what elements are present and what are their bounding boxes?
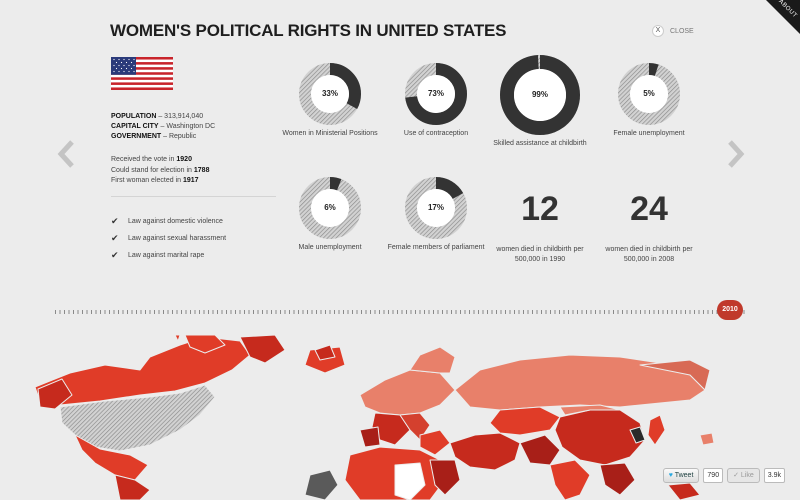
ring-center [630,75,668,113]
vote-text: Received the vote in [111,156,175,163]
ring-graphic [618,63,680,125]
vote-history: Received the vote in 1920 Could stand fo… [111,155,209,187]
stat-deaths-2008: 24 women died in childbirth per 500,000 … [594,177,704,264]
like-button[interactable]: ✓ Like [727,468,760,483]
ring-fill [299,63,361,125]
ring-chart: 5% [618,63,680,125]
ring-graphic [299,177,361,239]
like-label[interactable]: Like [740,472,754,479]
stat-label: women died in childbirth per 500,000 in … [496,246,584,263]
tweet-label[interactable]: Tweet [674,472,694,479]
page-title: WOMEN'S POLITICAL RIGHTS IN UNITED STATE… [110,21,507,40]
first-woman-text: First woman elected in [111,177,182,184]
timeline-slider[interactable] [55,310,745,314]
first-woman-row: First woman elected in 1917 [111,176,209,187]
previous-arrow-icon[interactable] [56,140,76,168]
capital-value: Washington DC [166,123,216,130]
stat-value: 12 [521,190,559,228]
law-item: ✔ Law against domestic violence [111,213,226,230]
ring-chart: 17% [405,177,467,239]
check-icon: ✔ [111,250,119,260]
close-label[interactable]: CLOSE [670,27,694,35]
stat-contraception: 73% Use of contraception [381,63,491,139]
divider [111,196,276,197]
first-woman-year: 1917 [182,177,199,184]
like-count: 3.9k [763,468,785,483]
check-icon: ✔ [111,233,119,243]
election-year: 1788 [193,166,210,174]
vote-row: Received the vote in 1920 [111,155,209,166]
ring-center [417,189,455,227]
population-label: POPULATION [111,113,157,120]
laws-list: ✔ Law against domestic violence ✔ Law ag… [111,213,226,264]
law-label: Law against domestic violence [128,218,223,225]
ring-chart: 33% [299,63,361,125]
stat-deaths-1990: 12 women died in childbirth per 500,000 … [485,177,595,264]
ring-chart: 73% [405,63,467,125]
ring-fill [618,63,680,125]
population-value: 313,914,040 [164,113,204,120]
stat-male-unemployment: 6% Male unemployment [275,177,385,253]
government-row: GOVERNMENT – Republic [111,133,197,140]
stat-value: 33% [321,89,338,98]
law-item: ✔ Law against marital rape [111,247,226,264]
stat-value: 99% [531,90,548,99]
next-arrow-icon[interactable] [726,140,746,168]
stat-label: Female unemployment [613,130,685,137]
capital-label: CAPITAL CITY [111,123,159,130]
about-tab[interactable] [766,0,800,34]
capital-row: CAPITAL CITY – Washington DC [111,123,216,130]
election-row: Could stand for election in 1788 [111,166,209,177]
ring-graphic [405,177,467,239]
ring-center [417,75,455,113]
close-icon[interactable]: X [652,25,664,37]
stat-female-unemployment: 5% Female unemployment [594,63,704,139]
stat-ministerial: 33% Women in Ministerial Positions [275,63,385,139]
law-label: Law against marital rape [128,252,205,259]
ring-fill [299,177,361,239]
tweet-count: 790 [703,468,724,483]
close-button[interactable]: X CLOSE [652,25,694,37]
stat-label: Female members of parliament [387,244,485,251]
ring-fill [500,55,580,135]
tweet-button[interactable]: ♥ Tweet [662,468,700,483]
election-text: Could stand for election in [111,166,192,174]
stat-label: Male unemployment [298,244,362,251]
stat-label: women died in childbirth per 500,000 in … [605,246,693,263]
us-flag-image [111,57,173,90]
law-label: Law against sexual harassment [128,235,227,242]
ring-center [311,75,349,113]
like-icon: ✓ [733,472,739,479]
ring-graphic [500,55,580,135]
check-icon: ✔ [111,216,119,226]
vote-year: 1920 [176,156,192,163]
ring-graphic [299,63,361,125]
timeline-year-handle[interactable]: 2010 [717,300,743,320]
stat-value: 24 [630,190,668,228]
ring-fill [405,63,467,125]
stat-label: Use of contraception [403,130,469,137]
stat-value: 73% [427,89,444,98]
stat-value: 6% [324,203,336,212]
country-facts: POPULATION – 313,914,040 CAPITAL CITY – … [111,112,215,142]
ring-fill [405,177,467,239]
stat-label: Women in Ministerial Positions [282,130,378,137]
ring-chart: 99% [500,55,580,135]
stat-label: Skilled assistance at childbirth [493,140,587,147]
stat-parliament: 17% Female members of parliament [381,177,491,253]
ring-graphic [405,63,467,125]
ring-chart: 6% [299,177,361,239]
ring-center [311,189,349,227]
stat-childbirth-assistance: 99% Skilled assistance at childbirth [485,55,595,149]
government-label: GOVERNMENT [111,133,162,140]
population-row: POPULATION – 313,914,040 [111,113,204,120]
stat-value: 5% [643,89,655,98]
stat-value: 17% [427,203,444,212]
world-map[interactable] [0,335,800,500]
ring-center [514,69,566,121]
social-bar: ♥ Tweet 790 ✓ Like 3.9k [662,468,785,483]
government-value: Republic [168,133,197,140]
law-item: ✔ Law against sexual harassment [111,230,226,247]
twitter-bird-icon: ♥ [668,472,673,479]
